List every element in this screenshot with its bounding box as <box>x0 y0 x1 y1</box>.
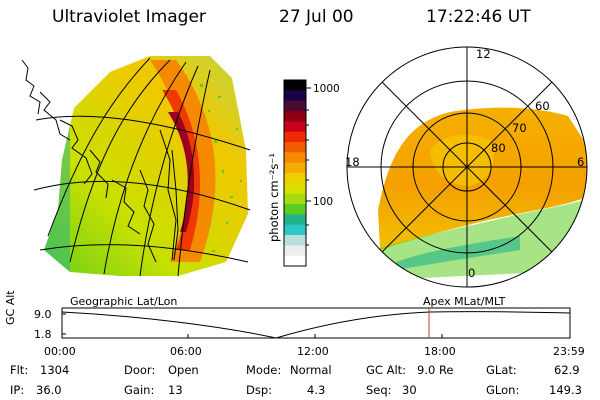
colorbar-unit-label: photon cm⁻²s⁻¹ <box>267 153 281 242</box>
instrument-title: Ultraviolet Imager <box>52 7 206 27</box>
glon-label: GLon: <box>486 383 520 397</box>
timeline-xtick-1200: 12:00 <box>297 345 329 358</box>
mlt-label-18: 18 <box>345 155 360 169</box>
dsp-value: 4.3 <box>307 383 326 397</box>
timeline-xtick-0000: 00:00 <box>44 345 76 358</box>
colorbar-swatch <box>284 173 306 184</box>
ip-value: 36.0 <box>36 383 62 397</box>
colorbar-swatch <box>284 152 306 164</box>
mlat-label-70: 70 <box>512 121 527 135</box>
colorbar-swatch <box>284 204 306 215</box>
altitude-curve <box>61 311 571 339</box>
glat-label: GLat: <box>486 363 517 377</box>
colorbar-swatch <box>284 255 306 267</box>
mlt-label-6: 6 <box>577 155 584 169</box>
timeline-frame <box>61 307 571 339</box>
polar-plot: 12 18 6 0 60 70 80 <box>345 46 588 288</box>
observation-time: 17:22:46 UT <box>426 7 531 27</box>
glat-value: 62.9 <box>554 363 580 377</box>
colorbar-swatch <box>284 100 306 112</box>
timeline-xtick-0600: 06:00 <box>170 345 202 358</box>
coastlines <box>21 59 179 263</box>
observation-date: 27 Jul 00 <box>279 7 354 27</box>
colorbar-swatch <box>284 235 306 246</box>
colorbar-swatch <box>284 162 306 174</box>
mode-label: Mode: <box>246 363 282 377</box>
glon-value: 149.3 <box>549 383 582 397</box>
colorbar-swatch <box>284 80 306 91</box>
gain-label: Gain: <box>124 383 155 397</box>
colorbar-swatch <box>284 214 306 226</box>
polar-grid <box>346 46 588 288</box>
altitude-timeline <box>61 307 571 339</box>
timeline-yaxis-label: GC Alt <box>4 290 17 325</box>
mlat-label-80: 80 <box>491 141 506 155</box>
timeline-left-label: Geographic Lat/Lon <box>70 295 178 308</box>
colorbar-swatch <box>284 90 306 102</box>
gcalt-label: GC Alt: <box>366 363 407 377</box>
mlt-label-12: 12 <box>476 47 491 61</box>
colorbar-frame <box>283 79 307 267</box>
door-label: Door: <box>124 363 156 377</box>
gcalt-value: 9.0 Re <box>417 363 454 377</box>
seq-label: Seq: <box>366 383 392 397</box>
colorbar-label-1000: 1000 <box>313 83 340 95</box>
colorbar-swatch <box>284 193 306 205</box>
geographic-image <box>21 56 251 277</box>
polar-cap-region <box>430 134 494 186</box>
mlat-label-60: 60 <box>535 99 550 113</box>
colorbar-swatch <box>284 224 306 236</box>
colorbar-swatch <box>284 142 306 153</box>
colorbar: 1000 100 photon cm⁻²s⁻¹ <box>267 79 340 267</box>
colorbar-swatch <box>284 183 306 195</box>
geographic-emission <box>44 56 248 276</box>
colorbar-gradient <box>284 80 306 267</box>
seq-value: 30 <box>402 383 417 397</box>
emission-dim-edge <box>44 56 70 276</box>
polar-oval <box>378 107 587 250</box>
flt-label: Flt: <box>10 363 29 377</box>
gain-value: 13 <box>168 383 183 397</box>
auroral-oval-max <box>168 112 195 232</box>
dsp-label: Dsp: <box>246 383 273 397</box>
auroral-oval-band <box>150 60 216 262</box>
timeline-ytick-1-8: 1.8 <box>34 328 52 341</box>
timeline-xtick-2359: 23:59 <box>553 345 585 358</box>
geographic-speckles <box>200 84 242 252</box>
timeline-xtick-1800: 18:00 <box>424 345 456 358</box>
ip-label: IP: <box>10 383 25 397</box>
flt-value: 1304 <box>40 363 70 377</box>
colorbar-swatch <box>284 111 306 122</box>
polar-emission <box>378 107 587 280</box>
geographic-grid <box>33 57 251 277</box>
colorbar-label-100: 100 <box>313 196 333 208</box>
timeline-right-label: Apex MLat/MLT <box>423 295 506 308</box>
mode-value: Normal <box>290 363 332 377</box>
colorbar-swatch <box>284 245 306 257</box>
timeline-ytick-9: 9.0 <box>34 308 52 321</box>
door-value: Open <box>168 363 199 377</box>
mlt-label-0: 0 <box>468 266 475 280</box>
colorbar-swatch <box>284 131 306 143</box>
colorbar-swatch <box>284 121 306 133</box>
polar-diagonal-2 <box>381 81 553 253</box>
